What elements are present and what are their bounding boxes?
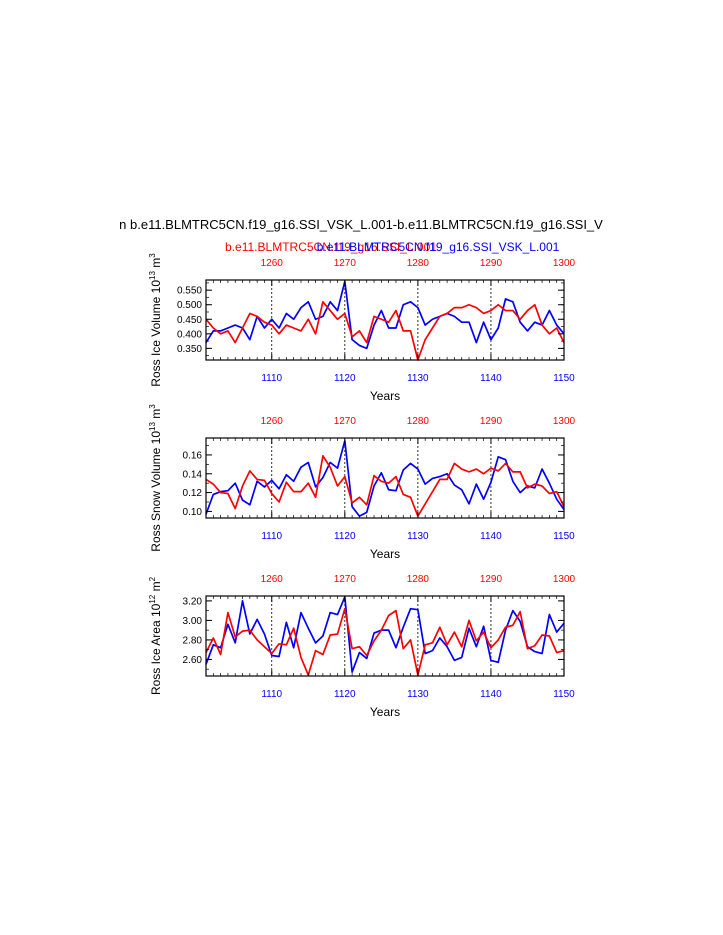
y-tick-label: 0.550 [177,286,202,297]
plot-frame [205,595,565,677]
y-axis-label-part: Ross Snow Volume 10 [149,431,163,552]
y-axis-label-superscript: 3 [148,253,157,258]
y-axis-label: Ross Snow Volume 1013 m3 [148,404,163,552]
y-axis-label-superscript: 2 [148,576,157,581]
x-bottom-tick-label: 1110 [261,689,282,700]
x-bottom-tick-label: 1110 [261,373,282,384]
x-top-tick-label: 1290 [480,416,503,427]
series-line-blue [205,439,565,517]
x-axis-label: Years [370,705,400,719]
y-tick-label: 0.12 [183,488,203,499]
panel-1: 1110 1120 1130 1140 1150 1260 1270 1280 1290 1300… [148,253,576,403]
x-bottom-tick-label: 1150 [553,373,575,384]
y-tick-label: 3.20 [183,596,203,607]
y-axis-label-part: m [149,258,163,271]
x-top-tick-label: 1260 [261,416,284,427]
x-bottom-tick-label: 1120 [334,531,356,542]
x-top-tick-label: 1270 [334,416,357,427]
x-top-tick-label: 1280 [407,416,430,427]
x-bottom-tick-label: 1140 [480,373,502,384]
plot-frame [205,279,565,361]
x-bottom-tick-label: 1130 [407,689,429,700]
x-top-tick-label: 1290 [480,574,503,585]
case-label-red: b.e11.BLMTRC5CN.f19_g16.SSI_L.001 [225,240,437,254]
y-axis-label-part: m [149,409,163,422]
y-axis-label-superscript: 13 [148,271,157,280]
x-bottom-tick-label: 1130 [407,373,429,384]
panel-2: 1110 1120 1130 1140 1150 1260 1270 1280 1290 1300… [148,404,576,561]
series-line-red [205,455,565,517]
x-top-tick-label: 1260 [261,574,284,585]
plot-frame [205,437,565,519]
y-tick-label: 0.14 [183,469,203,480]
y-axis-label-part: Ross Ice Volume 10 [149,280,163,387]
y-axis-label: Ross Ice Area 1012 m2 [148,576,163,695]
y-axis-label-part: Ross Ice Area 10 [149,603,163,695]
x-top-tick-label: 1260 [261,258,284,269]
x-axis-label: Years [370,389,400,403]
series-line-blue [205,280,565,350]
x-top-tick-label: 1280 [407,574,430,585]
y-axis-label: Ross Ice Volume 1013 m3 [148,253,163,387]
y-tick-label: 3.00 [183,616,203,627]
y-axis-label-superscript: 13 [148,422,157,431]
x-top-tick-label: 1300 [553,258,576,269]
series-line-red [205,300,565,361]
x-bottom-tick-label: 1140 [480,689,502,700]
x-bottom-tick-label: 1150 [553,531,575,542]
series-line-red [205,607,565,676]
x-bottom-tick-label: 1150 [553,689,575,700]
x-top-tick-label: 1280 [407,258,430,269]
y-axis-label-superscript: 12 [148,594,157,603]
y-tick-label: 2.80 [183,635,203,646]
y-tick-label: 0.350 [177,344,202,355]
x-top-tick-label: 1290 [480,258,503,269]
y-tick-label: 0.16 [183,450,203,461]
x-bottom-tick-label: 1120 [334,689,356,700]
series-line-blue [205,596,565,673]
y-axis-label-superscript: 3 [148,404,157,409]
y-tick-label: 0.10 [183,507,203,518]
x-bottom-tick-label: 1120 [334,373,356,384]
x-bottom-tick-label: 1110 [261,531,282,542]
x-top-tick-label: 1270 [334,574,357,585]
y-tick-label: 0.500 [177,300,202,311]
figure-title: n b.e11.BLMTRC5CN.f19_g16.SSI_VSK_L.001-… [119,217,603,232]
x-bottom-tick-label: 1140 [480,531,502,542]
x-top-tick-label: 1300 [553,416,576,427]
y-axis-label-part: m [149,581,163,594]
x-top-tick-label: 1300 [553,574,576,585]
x-axis-label: Years [370,547,400,561]
y-tick-label: 0.450 [177,315,202,326]
x-bottom-tick-label: 1130 [407,531,429,542]
panel-3: 1110 1120 1130 1140 1150 1260 1270 1280 1290 1300… [148,574,576,719]
case-label-blue: b.e11.BLMTRC5CN.f19_g16.SSI_VSK_L.001 [317,240,560,254]
y-tick-label: 0.400 [177,329,202,340]
x-top-tick-label: 1270 [334,258,357,269]
y-tick-label: 2.60 [183,655,203,666]
